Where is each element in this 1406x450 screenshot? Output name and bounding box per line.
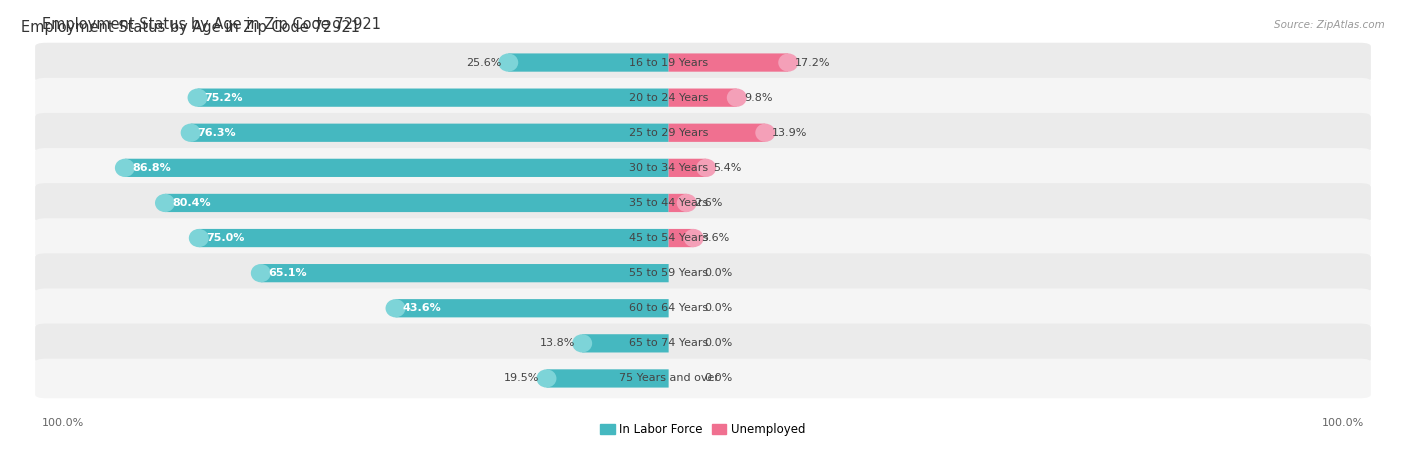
Ellipse shape (180, 124, 201, 142)
Text: 17.2%: 17.2% (796, 58, 831, 68)
Ellipse shape (155, 194, 174, 212)
FancyBboxPatch shape (35, 148, 1371, 188)
Text: 100.0%: 100.0% (42, 418, 84, 428)
FancyBboxPatch shape (262, 264, 669, 282)
FancyBboxPatch shape (669, 89, 737, 107)
Text: 0.0%: 0.0% (704, 374, 733, 383)
FancyBboxPatch shape (508, 54, 669, 72)
Text: 35 to 44 Years: 35 to 44 Years (628, 198, 709, 208)
FancyBboxPatch shape (35, 288, 1371, 328)
Text: 19.5%: 19.5% (505, 374, 540, 383)
FancyBboxPatch shape (669, 124, 765, 142)
FancyBboxPatch shape (35, 218, 1371, 258)
Text: 76.3%: 76.3% (198, 128, 236, 138)
Ellipse shape (727, 89, 747, 107)
Text: 75.2%: 75.2% (204, 93, 243, 103)
Ellipse shape (696, 159, 716, 177)
FancyBboxPatch shape (669, 229, 693, 247)
Text: 13.9%: 13.9% (772, 128, 807, 138)
FancyBboxPatch shape (547, 369, 669, 387)
Ellipse shape (683, 229, 703, 247)
Ellipse shape (755, 124, 775, 142)
Ellipse shape (187, 89, 208, 107)
Text: 86.8%: 86.8% (132, 163, 170, 173)
Text: 65.1%: 65.1% (269, 268, 307, 278)
Text: 75.0%: 75.0% (205, 233, 245, 243)
FancyBboxPatch shape (35, 43, 1371, 82)
FancyBboxPatch shape (35, 359, 1371, 398)
Text: 55 to 59 Years: 55 to 59 Years (628, 268, 709, 278)
Text: 0.0%: 0.0% (704, 338, 733, 348)
Ellipse shape (115, 159, 135, 177)
FancyBboxPatch shape (125, 159, 669, 177)
FancyBboxPatch shape (582, 334, 669, 352)
Text: 20 to 24 Years: 20 to 24 Years (628, 93, 709, 103)
Text: 60 to 64 Years: 60 to 64 Years (628, 303, 709, 313)
Text: 2.6%: 2.6% (693, 198, 723, 208)
FancyBboxPatch shape (35, 113, 1371, 153)
Text: 30 to 34 Years: 30 to 34 Years (628, 163, 709, 173)
Text: 65 to 74 Years: 65 to 74 Years (628, 338, 709, 348)
FancyBboxPatch shape (35, 324, 1371, 363)
Ellipse shape (188, 229, 208, 247)
Ellipse shape (250, 264, 271, 282)
FancyBboxPatch shape (395, 299, 669, 317)
Text: 43.6%: 43.6% (402, 303, 441, 313)
Text: 5.4%: 5.4% (713, 163, 741, 173)
Ellipse shape (385, 299, 405, 317)
FancyBboxPatch shape (191, 124, 669, 142)
FancyBboxPatch shape (669, 159, 706, 177)
FancyBboxPatch shape (198, 229, 669, 247)
FancyBboxPatch shape (35, 183, 1371, 223)
FancyBboxPatch shape (35, 253, 1371, 293)
FancyBboxPatch shape (669, 194, 686, 212)
Ellipse shape (676, 194, 697, 212)
Text: 80.4%: 80.4% (172, 198, 211, 208)
Text: 75 Years and over: 75 Years and over (619, 374, 718, 383)
Text: 9.8%: 9.8% (744, 93, 772, 103)
Text: 25.6%: 25.6% (465, 58, 501, 68)
Text: 16 to 19 Years: 16 to 19 Years (628, 58, 709, 68)
Text: 25 to 29 Years: 25 to 29 Years (628, 128, 709, 138)
FancyBboxPatch shape (197, 89, 669, 107)
FancyBboxPatch shape (35, 78, 1371, 117)
Text: 0.0%: 0.0% (704, 303, 733, 313)
Text: 45 to 54 Years: 45 to 54 Years (628, 233, 709, 243)
Ellipse shape (498, 54, 519, 72)
FancyBboxPatch shape (669, 54, 789, 72)
Text: 13.8%: 13.8% (540, 338, 575, 348)
FancyBboxPatch shape (165, 194, 669, 212)
Text: 0.0%: 0.0% (704, 268, 733, 278)
Ellipse shape (572, 334, 592, 352)
Ellipse shape (779, 54, 799, 72)
Text: Employment Status by Age in Zip Code 72921: Employment Status by Age in Zip Code 729… (21, 20, 360, 35)
Text: Employment Status by Age in Zip Code 72921: Employment Status by Age in Zip Code 729… (42, 17, 381, 32)
Text: 3.6%: 3.6% (700, 233, 728, 243)
Ellipse shape (537, 369, 557, 387)
Legend: In Labor Force, Unemployed: In Labor Force, Unemployed (600, 423, 806, 436)
Text: Source: ZipAtlas.com: Source: ZipAtlas.com (1274, 20, 1385, 30)
Text: 100.0%: 100.0% (1322, 418, 1364, 428)
